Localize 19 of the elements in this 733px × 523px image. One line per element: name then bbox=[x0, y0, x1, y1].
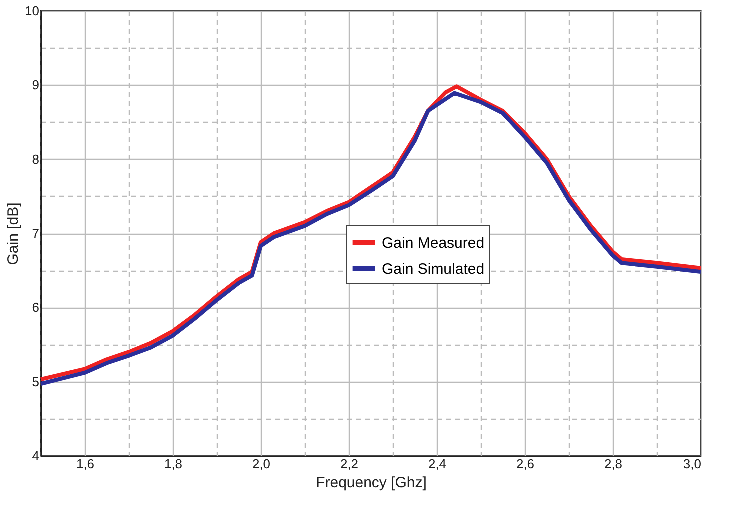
y-tick-label: 9 bbox=[32, 78, 40, 93]
y-tick-label: 4 bbox=[32, 448, 40, 464]
x-tick-label: 2,6 bbox=[516, 456, 535, 472]
y-tick-label: 5 bbox=[32, 374, 40, 390]
y-tick-label: 7 bbox=[32, 226, 40, 241]
x-tick-label: 2,4 bbox=[428, 456, 447, 472]
x-tick-label: 1,8 bbox=[164, 456, 183, 472]
y-tick-label: 10 bbox=[25, 4, 40, 18]
x-tick-label: 2,8 bbox=[604, 456, 623, 472]
y-tick-label: 6 bbox=[32, 300, 40, 316]
legend-label: Gain Measured bbox=[382, 235, 485, 252]
x-tick-label: 2,0 bbox=[252, 456, 271, 472]
x-axis-title: Frequency [Ghz] bbox=[316, 474, 427, 492]
y-tick-label: 8 bbox=[32, 152, 40, 167]
x-tick-label: 1,6 bbox=[76, 456, 95, 472]
legend-label: Gain Simulated bbox=[382, 261, 485, 278]
x-tick-label: 2,2 bbox=[340, 456, 359, 472]
y-axis-title: Gain [dB] bbox=[5, 202, 22, 266]
x-tick-label: 3,0 bbox=[683, 456, 702, 472]
